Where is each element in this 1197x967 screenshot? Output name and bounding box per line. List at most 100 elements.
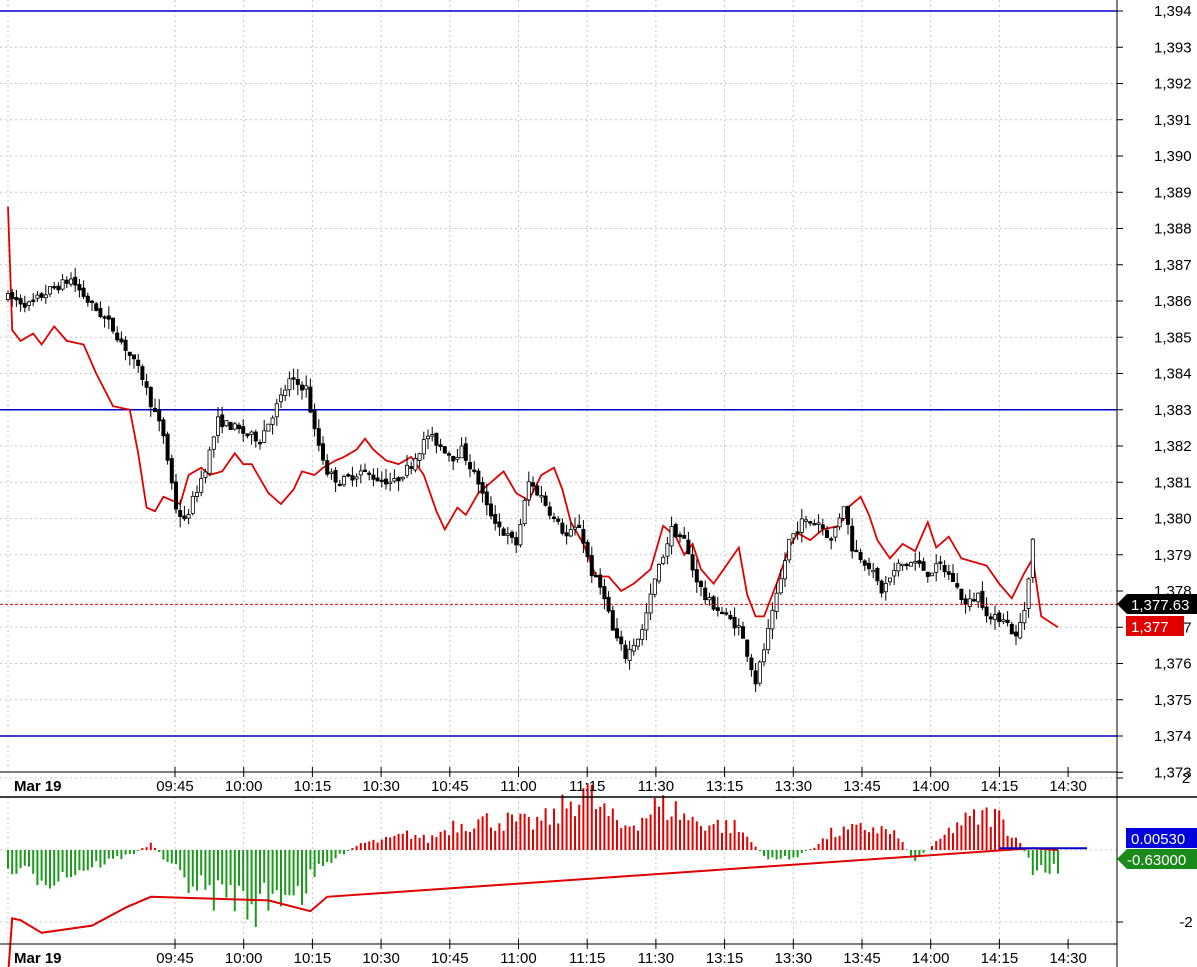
candle (909, 561, 914, 567)
candle-body (707, 597, 712, 601)
horizontal-lines (0, 10, 1117, 737)
candle-body (115, 332, 120, 341)
candle (123, 336, 128, 361)
last-price-badge: 1,377.63 (1117, 594, 1197, 614)
price-x-tick-label: 11:30 (638, 778, 674, 795)
candle (993, 605, 998, 630)
candle (249, 430, 254, 445)
candle (871, 562, 876, 579)
candle (320, 436, 325, 465)
candle (812, 519, 817, 526)
candle-body (459, 445, 464, 459)
candle (90, 299, 95, 311)
candle (295, 368, 300, 396)
candle (858, 548, 863, 564)
candle (211, 436, 216, 458)
candle-body (678, 534, 683, 538)
candle (102, 315, 107, 328)
candle-body (690, 554, 695, 571)
candle-body (140, 366, 145, 381)
price-y-tick-label: 1,391 (1154, 112, 1192, 129)
candle-body (283, 389, 288, 397)
candle (446, 451, 451, 462)
candle (98, 301, 103, 319)
price-x-axis: 09:45 10:00 10:15 10:30 10:45 11:00 11:15 11:30… (156, 767, 1087, 795)
candle (26, 300, 31, 311)
price-x-tick-label: 14:15 (981, 778, 1019, 795)
candle (753, 662, 758, 693)
candle-body (543, 495, 548, 506)
price-y-tick-label: 1,386 (1154, 293, 1192, 310)
candle (131, 354, 136, 369)
oscillator-histogram (7, 783, 1059, 927)
oscillator-x-tick-label: 14:15 (981, 950, 1019, 967)
candle-body (341, 476, 346, 486)
candle (573, 517, 578, 536)
oscillator-x-axis: 09:45 10:00 10:15 10:30 10:45 11:00 11:15 11:30… (156, 939, 1087, 967)
candle-body (518, 523, 523, 546)
candle (728, 610, 733, 621)
candle (488, 496, 493, 520)
candle (472, 461, 477, 475)
candle (182, 506, 187, 521)
candle (127, 351, 132, 366)
candle-body (795, 531, 800, 534)
histogram-value-badge-text: -0.63000 (1127, 852, 1186, 869)
candle-body (421, 439, 426, 455)
candle-body (770, 609, 775, 630)
candle (509, 529, 514, 544)
candle-body (581, 528, 586, 544)
candle (665, 537, 670, 565)
candle-body (211, 436, 216, 450)
candle-body (497, 521, 502, 528)
candle (560, 518, 565, 536)
candle (56, 282, 61, 294)
candle (862, 559, 867, 571)
candle-body (396, 477, 401, 482)
candle (829, 536, 834, 550)
candle (594, 572, 599, 578)
price-y-tick-label: 1,374 (1154, 728, 1192, 745)
candle (14, 289, 19, 307)
candle-body (178, 510, 183, 517)
candle-body (711, 596, 716, 610)
candle (392, 469, 397, 484)
candle-body (14, 297, 19, 301)
candle-body (577, 524, 582, 529)
candle (400, 476, 405, 482)
candle-body (829, 538, 834, 541)
candle (749, 654, 754, 677)
oscillator-x-tick-label: 11:30 (638, 950, 674, 967)
candle-body (6, 293, 11, 300)
candle (111, 317, 116, 334)
candle-body (379, 479, 384, 483)
candle-body (438, 444, 443, 448)
oscillator-x-tick-label: 13:30 (775, 950, 813, 967)
candle-body (1018, 622, 1023, 639)
candle-body (972, 599, 977, 602)
candle-body (509, 531, 514, 538)
candlesticks (6, 267, 1035, 693)
candle-body (1030, 538, 1035, 578)
candle-body (955, 583, 960, 588)
candle-body (64, 279, 69, 284)
candle-body (568, 529, 573, 537)
candle-body (90, 300, 95, 303)
oscillator-x-tick-label: 11:00 (500, 950, 536, 967)
candle (955, 572, 960, 590)
candle-body (951, 573, 956, 582)
candle (615, 618, 620, 642)
oscillator-x-tick-label: 09:45 (156, 950, 194, 967)
candle (997, 610, 1002, 628)
candle-body (245, 433, 250, 437)
candle-body (136, 359, 141, 367)
candle (451, 455, 456, 471)
candle (325, 454, 330, 477)
oscillator-x-tick-label: 10:45 (431, 950, 469, 967)
candle-body (774, 592, 779, 612)
candle-body (862, 560, 867, 566)
candle-body (531, 482, 536, 487)
candle (421, 431, 426, 460)
candle (148, 386, 153, 417)
candle (757, 660, 762, 687)
